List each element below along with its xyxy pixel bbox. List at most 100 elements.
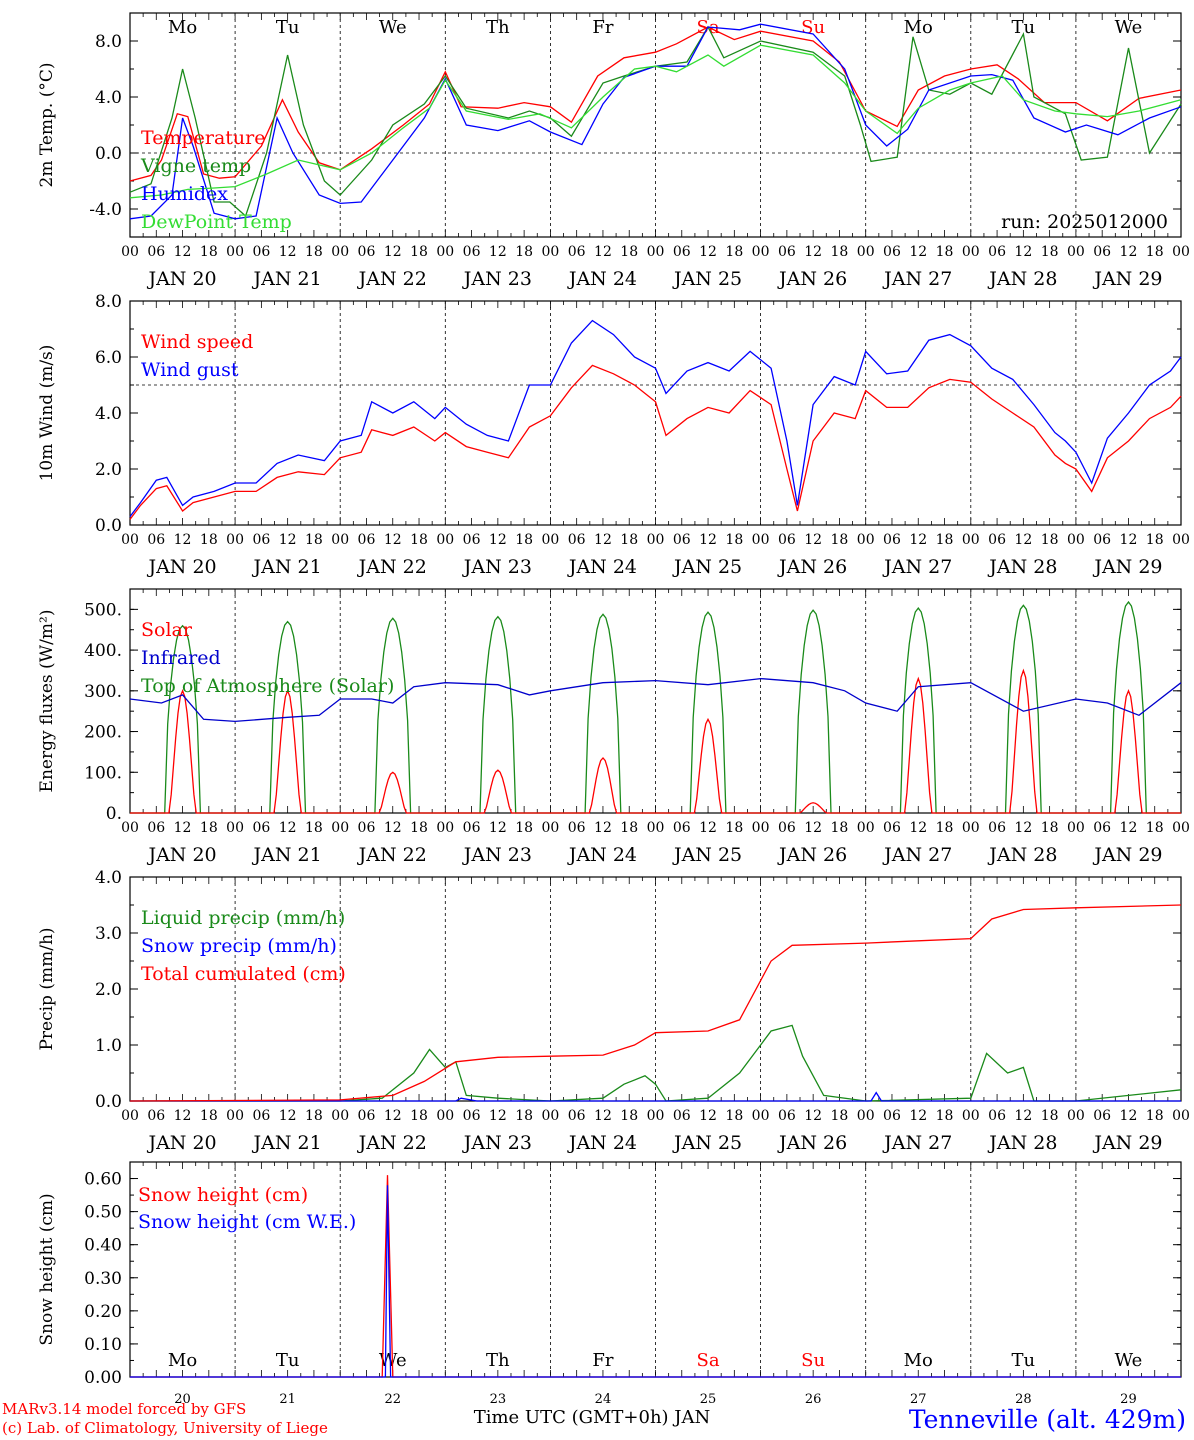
date-label: JAN 29 [1092,556,1162,578]
y-axis-label: 10m Wind (m/s) [37,345,57,482]
hour-tick-label: 06 [463,1108,481,1124]
hour-tick-label: 12 [174,820,192,836]
date-number-label: 20 [174,1392,191,1407]
hour-tick-label: 12 [804,820,822,836]
panel-5: 0.00 0.10 0.20 0.30 0.40 0.50 0.60 Snow height … [37,1161,1182,1407]
legend-entry: Vigne temp [140,155,251,177]
hour-tick-label: 12 [1120,1108,1138,1124]
y-tick-label: -4.0 [89,200,122,220]
weekday-label: Tu [276,1350,300,1371]
hour-tick-label: 06 [568,244,586,260]
hour-tick-label: 12 [489,1108,507,1124]
series-line [130,668,1181,814]
y-axis-label: 2m Temp. (°C) [37,62,57,187]
date-label: JAN 21 [252,268,322,290]
date-label: JAN 22 [357,556,427,578]
hour-tick-label: 06 [673,244,691,260]
weekday-label: Fr [592,17,613,38]
date-label: JAN 21 [252,556,322,578]
hour-tick-label: 12 [699,1108,717,1124]
date-number-label: 27 [910,1392,927,1407]
y-tick-label: 0.00 [84,1368,122,1388]
series-line [130,1185,1181,1378]
hour-tick-label: 12 [279,244,297,260]
hour-tick-label: 06 [673,820,691,836]
hour-tick-label: 12 [174,244,192,260]
hour-tick-label: 00 [331,532,349,548]
hour-tick-label: 12 [384,820,402,836]
date-label: JAN 21 [252,1132,322,1154]
series-line [129,23,1182,220]
y-tick-label: 0.20 [84,1302,122,1322]
hour-tick-label: 12 [279,820,297,836]
hour-tick-label: 12 [909,532,927,548]
hour-tick-label: 18 [410,532,428,548]
hour-tick-label: 06 [147,820,165,836]
hour-tick-label: 00 [331,820,349,836]
hour-tick-label: 12 [174,1108,192,1124]
legend-entry: Top of Atmosphere (Solar) [141,675,394,697]
hour-tick-label: 18 [515,244,533,260]
y-tick-label: 0.50 [84,1203,122,1223]
date-number-label: 24 [595,1392,612,1407]
hour-tick-label: 12 [489,244,507,260]
hour-tick-label: 00 [1172,532,1190,548]
hour-tick-label: 18 [1146,820,1164,836]
hour-tick-label: 18 [936,532,954,548]
date-label: JAN 22 [357,268,427,290]
series-line [129,44,1182,199]
hour-tick-label: 18 [1041,532,1059,548]
hour-tick-label: 06 [568,532,586,548]
hour-tick-label: 12 [384,532,402,548]
hour-tick-label: 06 [1093,1108,1111,1124]
hour-tick-label: 00 [436,820,454,836]
hour-tick-label: 00 [541,1108,559,1124]
hour-tick-label: 00 [647,532,665,548]
hour-tick-label: 00 [121,244,139,260]
y-tick-label: 100. [84,763,122,783]
legend-entry: Humidex [141,183,228,205]
date-label: JAN 20 [146,844,216,866]
station-name: Tenneville (alt. 429m) [909,1405,1186,1434]
hour-tick-label: 06 [778,532,796,548]
date-label: JAN 28 [987,268,1057,290]
weekday-label: Th [486,1350,510,1371]
hour-tick-label: 00 [962,244,980,260]
y-axis-label: Precip (mm/h) [37,927,57,1050]
series-line [129,904,1182,1102]
hour-tick-label: 18 [831,1108,849,1124]
hour-tick-label: 12 [1014,532,1032,548]
hour-tick-label: 00 [226,1108,244,1124]
legend-entry: Total cumulated (cm) [141,963,346,985]
hour-tick-label: 12 [279,1108,297,1124]
y-tick-label: 2.0 [95,980,122,1000]
hour-tick-label: 06 [568,1108,586,1124]
chart-panels: -4.0 0.0 4.0 8.0 2m Temp. (°C) 00 06 12 18 JAN 20… [37,12,1190,1407]
y-tick-label: 0.30 [84,1269,122,1289]
hour-tick-label: 00 [1172,244,1190,260]
hour-tick-label: 12 [1014,820,1032,836]
weekday-label: We [1115,1350,1143,1371]
hour-tick-label: 18 [410,1108,428,1124]
legend-entry: Wind gust [141,359,239,381]
hour-tick-label: 00 [857,532,875,548]
hour-tick-label: 12 [489,532,507,548]
panel-1: -4.0 0.0 4.0 8.0 2m Temp. (°C) 00 06 12 18 JAN 20… [37,12,1190,290]
hour-tick-label: 06 [1093,820,1111,836]
y-tick-label: 0.0 [95,516,122,536]
series-line [130,1091,1181,1102]
date-label: JAN 28 [987,1132,1057,1154]
weekday-label: Th [486,17,510,38]
hour-tick-label: 06 [988,532,1006,548]
legend-entry: Wind speed [141,331,253,353]
hour-tick-label: 12 [909,820,927,836]
hour-tick-label: 00 [647,820,665,836]
hour-tick-label: 06 [988,820,1006,836]
hour-tick-label: 06 [568,820,586,836]
hour-tick-label: 06 [252,244,270,260]
hour-tick-label: 00 [1067,532,1085,548]
hour-tick-label: 18 [1146,1108,1164,1124]
hour-tick-label: 12 [594,820,612,836]
hour-tick-label: 06 [1093,244,1111,260]
